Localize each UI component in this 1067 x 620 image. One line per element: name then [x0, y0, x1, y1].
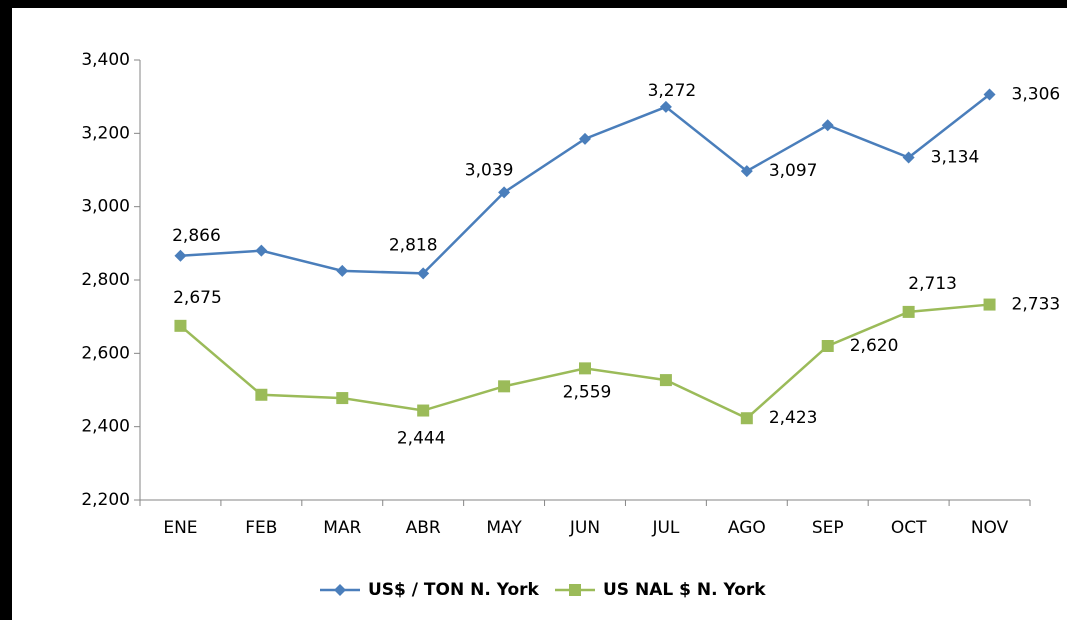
- x-tick-label: MAR: [323, 518, 361, 538]
- data-point: [417, 404, 430, 417]
- legend-label: US NAL $ N. York: [603, 580, 766, 600]
- data-point: [498, 186, 511, 199]
- data-point: [336, 264, 349, 277]
- data-label: 2,620: [850, 336, 899, 356]
- data-label: 2,559: [563, 382, 612, 402]
- data-point: [902, 305, 915, 318]
- data-label: 2,444: [397, 429, 446, 449]
- data-label: 3,272: [648, 81, 697, 101]
- data-point: [902, 151, 915, 164]
- x-tick-label: JUL: [651, 518, 679, 538]
- data-point: [659, 100, 672, 113]
- legend-marker: [334, 584, 346, 596]
- frame-top: [0, 0, 1067, 8]
- data-label: 2,733: [1012, 295, 1061, 315]
- y-tick-label: 2,200: [81, 490, 130, 510]
- x-tick-label: AGO: [728, 518, 766, 538]
- x-tick-label: SEP: [812, 518, 844, 538]
- y-tick-label: 2,800: [81, 270, 130, 290]
- data-label: 2,713: [908, 274, 957, 294]
- data-point: [174, 319, 187, 332]
- data-point: [983, 88, 996, 101]
- data-label: 3,039: [465, 160, 514, 180]
- series-line: [180, 93, 991, 275]
- data-point: [417, 267, 430, 280]
- data-point: [255, 388, 268, 401]
- x-tick-label: MAY: [486, 518, 522, 538]
- data-point: [740, 412, 753, 425]
- x-tick-label: NOV: [971, 518, 1009, 538]
- legend-marker: [569, 584, 581, 596]
- data-point: [336, 392, 349, 405]
- data-label: 3,306: [1012, 84, 1061, 104]
- data-point: [498, 380, 511, 393]
- x-tick-label: ABR: [406, 518, 441, 538]
- x-tick-label: FEB: [245, 518, 277, 538]
- data-point: [821, 119, 834, 132]
- frame-left: [0, 0, 12, 620]
- x-tick-label: OCT: [891, 518, 927, 538]
- x-tick-label: JUN: [569, 518, 600, 538]
- data-label: 2,675: [173, 288, 222, 308]
- data-point: [174, 249, 187, 262]
- y-tick-label: 2,400: [81, 417, 130, 437]
- data-point: [579, 362, 591, 375]
- data-point: [821, 340, 834, 352]
- y-tick-label: 3,400: [81, 50, 130, 70]
- y-tick-label: 3,200: [81, 123, 130, 143]
- data-point: [740, 165, 753, 178]
- y-tick-label: 3,000: [81, 197, 130, 217]
- data-point: [255, 244, 268, 257]
- data-label: 3,097: [769, 161, 818, 181]
- data-point: [579, 132, 591, 145]
- data-label: 2,423: [769, 408, 818, 428]
- x-tick-label: ENE: [163, 518, 197, 538]
- legend-label: US$ / TON N. York: [368, 580, 540, 600]
- data-point: [659, 374, 672, 387]
- data-label: 2,818: [389, 235, 438, 255]
- y-tick-label: 2,600: [81, 343, 130, 363]
- data-label: 3,134: [931, 148, 980, 168]
- data-point: [983, 298, 996, 311]
- data-label: 2,866: [172, 226, 221, 246]
